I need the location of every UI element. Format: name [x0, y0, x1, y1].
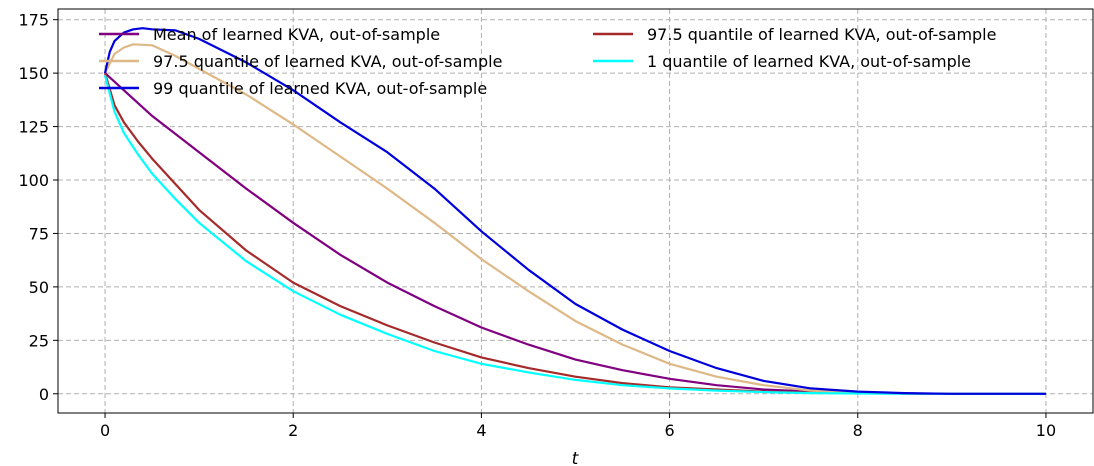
series-lines — [103, 27, 1046, 395]
y-tick-label: 125 — [18, 118, 49, 137]
x-tick-label: 8 — [853, 421, 863, 440]
y-tick-label: 175 — [18, 11, 49, 30]
x-tick-label: 4 — [476, 421, 486, 440]
y-tick-label: 150 — [18, 64, 49, 83]
y-tick-label: 25 — [29, 331, 49, 350]
legend-label: 1 quantile of learned KVA, out-of-sample — [647, 52, 971, 71]
series-line-4 — [103, 27, 1046, 395]
y-tick-label: 50 — [29, 278, 49, 297]
x-tick-label: 10 — [1036, 421, 1056, 440]
x-axis-label: t — [572, 449, 580, 466]
series-line-3 — [103, 75, 1046, 395]
grid-lines — [58, 9, 1093, 413]
x-tick-label: 0 — [100, 421, 110, 440]
axes-frame — [57, 8, 1094, 414]
y-tick-label: 100 — [18, 171, 49, 190]
legend: Mean of learned KVA, out-of-sample 97.5 q… — [99, 25, 996, 98]
legend-label: 99 quantile of learned KVA, out-of-sampl… — [153, 79, 487, 98]
legend-label: 97.5 quantile of learned KVA, out-of-sam… — [153, 52, 502, 71]
legend-label: 97.5 quantile of learned KVA, out-of-sam… — [647, 25, 996, 44]
y-tick-label: 75 — [29, 224, 49, 243]
x-tick-label: 6 — [664, 421, 674, 440]
legend-label: Mean of learned KVA, out-of-sample — [153, 25, 440, 44]
x-tick-label: 2 — [288, 421, 298, 440]
y-tick-label: 0 — [39, 385, 49, 404]
